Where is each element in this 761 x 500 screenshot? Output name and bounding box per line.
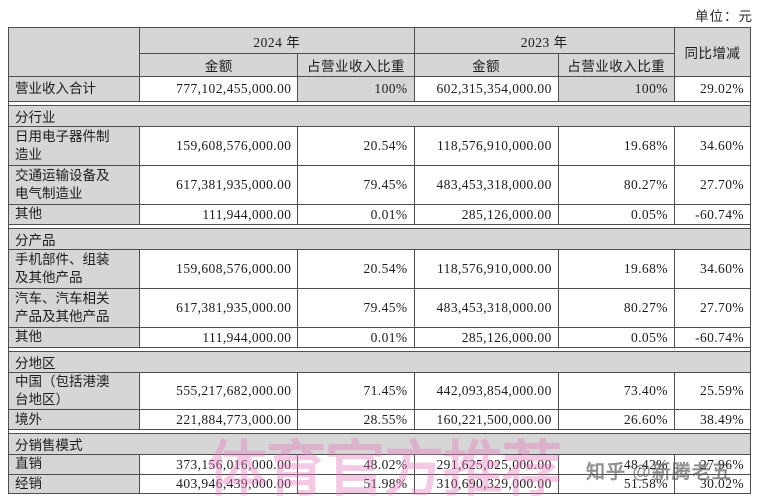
row-label: 交通运输设备及 电气制造业 <box>7 165 141 205</box>
section-row-by-sales-model: 分销售模式 <box>8 433 751 456</box>
table-row-other-product: 其他 111,944,000.00 0.01% 285,126,000.00 0… <box>7 327 752 348</box>
ratio-2024: 20.54% <box>297 126 415 166</box>
ratio-2023: 0.05% <box>557 204 675 225</box>
table-row-china: 中国（包括港澳 台地区） 555,217,682,000.00 71.45% 4… <box>7 371 752 411</box>
yoy-change: -60.74% <box>673 327 752 348</box>
ratio-2024: 0.01% <box>297 327 415 348</box>
header-yoy-change: 同比增减 <box>673 27 752 77</box>
amount-2023: 285,126,000.00 <box>413 327 559 348</box>
amount-2023: 160,221,500,000.00 <box>413 409 559 431</box>
yoy-change: 27.70% <box>673 288 752 328</box>
row-label: 营业收入合计 <box>7 76 141 102</box>
amount-2024: 617,381,935,000.00 <box>139 165 299 205</box>
yoy-change: 27.96% <box>673 454 752 475</box>
amount-2024: 111,944,000.00 <box>139 327 299 348</box>
ratio-2023: 0.05% <box>557 327 675 348</box>
row-label: 其他 <box>7 204 141 225</box>
table-header-years: 2024 年 2023 年 同比增减 <box>7 27 752 77</box>
ratio-2023: 100% <box>557 76 675 102</box>
ratio-2024: 48.02% <box>297 454 415 475</box>
table-row-other-industry: 其他 111,944,000.00 0.01% 285,126,000.00 0… <box>7 204 752 225</box>
amount-2023: 118,576,910,000.00 <box>413 249 559 289</box>
revenue-table: 2024 年 2023 年 同比增减 金额 占营业收入比重 金额 占营业收入比重… <box>7 27 752 494</box>
ratio-2023: 48.42% <box>557 454 675 475</box>
amount-2024: 159,608,576,000.00 <box>139 126 299 166</box>
amount-2023: 310,690,329,000.00 <box>413 473 559 494</box>
amount-2024: 777,102,455,000.00 <box>139 76 299 102</box>
yoy-change: 30.02% <box>673 473 752 494</box>
header-amount-2024: 金额 <box>139 53 299 77</box>
ratio-2024: 100% <box>297 76 415 102</box>
table-row-overseas: 境外 221,884,773,000.00 28.55% 160,221,500… <box>7 409 752 431</box>
table-row-distribution-sales: 经销 403,946,439,000.00 51.98% 310,690,329… <box>7 473 752 494</box>
header-year-2023: 2023 年 <box>413 27 675 54</box>
ratio-2023: 80.27% <box>557 165 675 205</box>
section-label: 分行业 <box>8 105 751 127</box>
amount-2024: 221,884,773,000.00 <box>139 409 299 431</box>
amount-2023: 285,126,000.00 <box>413 204 559 225</box>
corner-header-cell <box>7 27 141 77</box>
ratio-2024: 28.55% <box>297 409 415 431</box>
row-label: 直销 <box>7 454 141 475</box>
table-header-metrics: 金额 占营业收入比重 金额 占营业收入比重 <box>9 53 751 77</box>
amount-2023: 602,315,354,000.00 <box>413 76 559 102</box>
ratio-2024: 79.45% <box>297 165 415 205</box>
section-label: 分销售模式 <box>8 433 751 456</box>
amount-2024: 111,944,000.00 <box>139 204 299 225</box>
ratio-2023: 73.40% <box>557 371 675 411</box>
amount-2023: 291,625,025,000.00 <box>413 454 559 475</box>
amount-2024: 403,946,439,000.00 <box>139 473 299 494</box>
header-year-2024: 2024 年 <box>139 27 415 54</box>
ratio-2024: 0.01% <box>297 204 415 225</box>
ratio-2023: 80.27% <box>557 288 675 328</box>
table-row-total-revenue: 营业收入合计 777,102,455,000.00 100% 602,315,3… <box>7 76 752 102</box>
table-row-electronics: 日用电子器件制 造业 159,608,576,000.00 20.54% 118… <box>7 126 752 166</box>
amount-2023: 483,453,318,000.00 <box>413 288 559 328</box>
row-label: 汽车、汽车相关 产品及其他产品 <box>7 288 141 328</box>
ratio-2023: 26.60% <box>557 409 675 431</box>
ratio-2023: 51.58% <box>557 473 675 494</box>
amount-2024: 373,156,016,000.00 <box>139 454 299 475</box>
ratio-2023: 19.68% <box>557 249 675 289</box>
yoy-change: 34.60% <box>673 249 752 289</box>
section-label: 分地区 <box>8 351 751 373</box>
yoy-change: 34.60% <box>673 126 752 166</box>
yoy-change: 38.49% <box>673 409 752 431</box>
ratio-2024: 79.45% <box>297 288 415 328</box>
ratio-2024: 51.98% <box>297 473 415 494</box>
row-label: 中国（包括港澳 台地区） <box>7 371 141 411</box>
row-label: 境外 <box>7 409 141 431</box>
row-label: 日用电子器件制 造业 <box>7 126 141 166</box>
ratio-2023: 19.68% <box>557 126 675 166</box>
amount-2024: 159,608,576,000.00 <box>139 249 299 289</box>
section-row-by-industry: 分行业 <box>8 105 751 127</box>
row-label: 手机部件、组装 及其他产品 <box>7 249 141 289</box>
amount-2023: 118,576,910,000.00 <box>413 126 559 166</box>
section-row-by-region: 分地区 <box>8 351 751 373</box>
yoy-change: 29.02% <box>673 76 752 102</box>
amount-2023: 442,093,854,000.00 <box>413 371 559 411</box>
header-ratio-2023: 占营业收入比重 <box>557 53 675 77</box>
section-row-by-product: 分产品 <box>8 228 751 250</box>
table-row-phone-parts: 手机部件、组装 及其他产品 159,608,576,000.00 20.54% … <box>7 249 752 289</box>
header-ratio-2024: 占营业收入比重 <box>297 53 415 77</box>
table-row-direct-sales: 直销 373,156,016,000.00 48.02% 291,625,025… <box>7 454 752 475</box>
yoy-change: -60.74% <box>673 204 752 225</box>
header-amount-2023: 金额 <box>413 53 559 77</box>
ratio-2024: 20.54% <box>297 249 415 289</box>
amount-2024: 617,381,935,000.00 <box>139 288 299 328</box>
table-row-transport-equipment: 交通运输设备及 电气制造业 617,381,935,000.00 79.45% … <box>7 165 752 205</box>
yoy-change: 25.59% <box>673 371 752 411</box>
row-label: 经销 <box>7 473 141 494</box>
amount-2023: 483,453,318,000.00 <box>413 165 559 205</box>
section-label: 分产品 <box>8 228 751 250</box>
amount-2024: 555,217,682,000.00 <box>139 371 299 411</box>
yoy-change: 27.70% <box>673 165 752 205</box>
table-row-automobile-products: 汽车、汽车相关 产品及其他产品 617,381,935,000.00 79.45… <box>7 288 752 328</box>
ratio-2024: 71.45% <box>297 371 415 411</box>
unit-label: 单位：元 <box>695 9 753 24</box>
row-label: 其他 <box>7 327 141 348</box>
